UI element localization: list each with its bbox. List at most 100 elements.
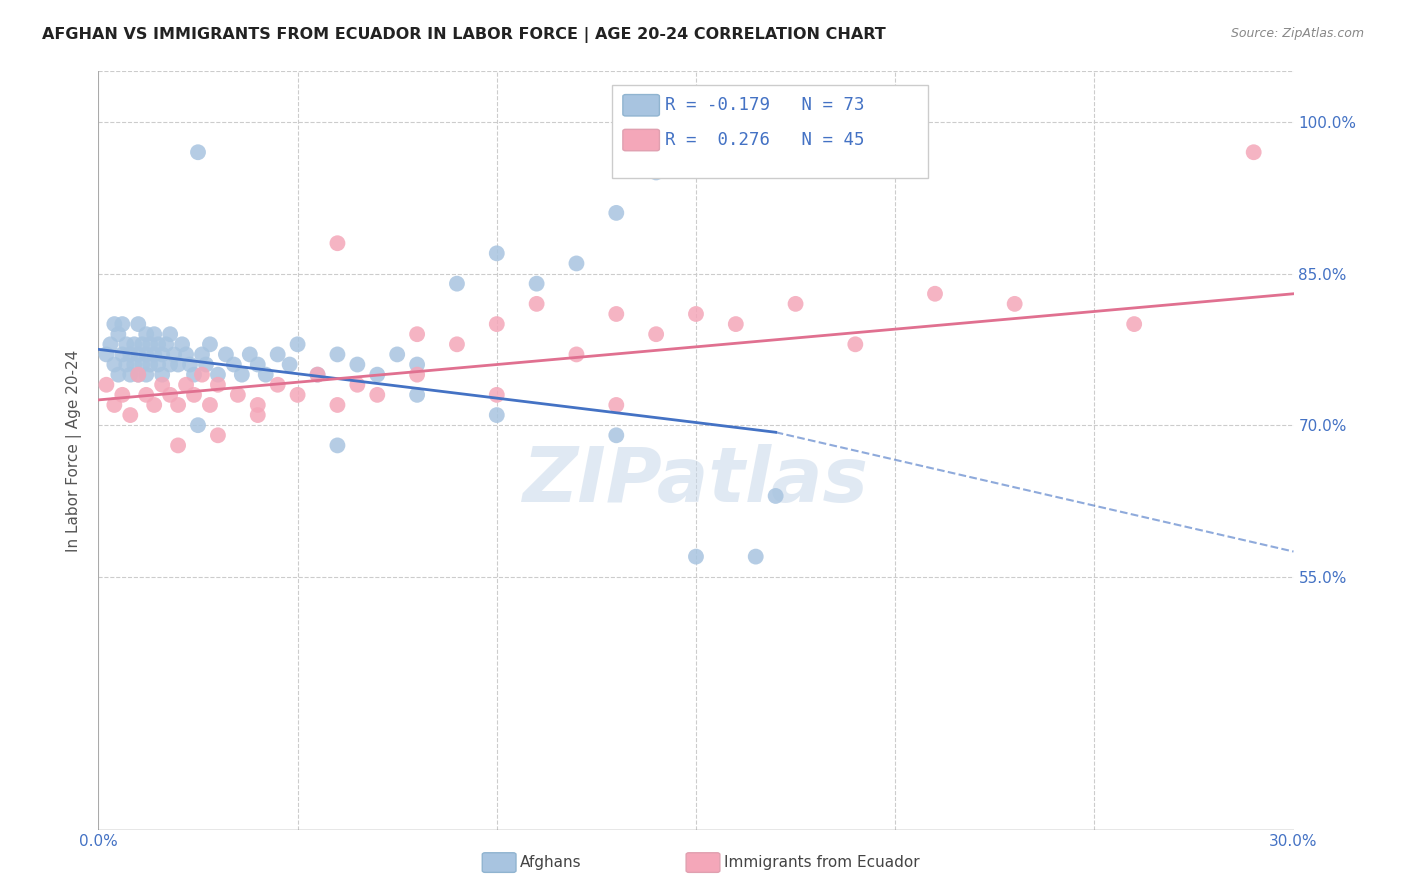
Point [120,347,142,361]
Point [605,428,627,442]
Point [1004,297,1026,311]
Point [685,307,707,321]
Point [346,377,368,392]
Text: Source: ZipAtlas.com: Source: ZipAtlas.com [1230,27,1364,40]
Point [254,368,277,382]
Point [326,438,349,452]
Point [150,377,173,392]
Point [1123,317,1146,331]
Point [159,388,181,402]
Point [844,337,866,351]
Point [207,368,229,382]
Point [143,398,166,412]
Y-axis label: In Labor Force | Age 20-24: In Labor Force | Age 20-24 [66,350,83,551]
Point [565,256,588,270]
Point [366,368,388,382]
Point [103,317,125,331]
Point [605,398,627,412]
Point [1243,145,1265,160]
Point [198,398,221,412]
Point [207,428,229,442]
Point [485,246,508,260]
Point [485,408,508,422]
Point [485,388,508,402]
Point [120,368,142,382]
Point [287,388,309,402]
Point [103,398,125,412]
Point [226,388,249,402]
Point [406,327,429,342]
Point [346,358,368,372]
Text: R =  0.276   N = 45: R = 0.276 N = 45 [665,131,865,149]
Point [406,358,429,372]
Point [111,347,134,361]
Point [155,337,177,351]
Point [111,388,134,402]
Point [111,317,134,331]
Point [385,347,409,361]
Point [267,347,290,361]
Point [135,388,157,402]
Point [191,347,214,361]
Point [307,368,329,382]
Point [239,347,262,361]
Point [159,358,181,372]
Point [187,145,209,160]
Point [120,408,142,422]
Point [103,358,125,372]
Point [183,368,205,382]
Point [198,337,221,351]
Text: Immigrants from Ecuador: Immigrants from Ecuador [724,855,920,870]
Point [924,286,946,301]
Point [326,236,349,251]
Point [183,388,205,402]
Point [195,358,218,372]
Point [150,347,173,361]
Point [685,549,707,564]
Point [278,358,301,372]
Point [246,408,269,422]
Point [174,347,197,361]
Point [366,388,388,402]
Point [131,358,153,372]
Text: Afghans: Afghans [520,855,582,870]
Point [167,398,190,412]
Point [96,377,118,392]
Point [605,206,627,220]
Text: R = -0.179   N = 73: R = -0.179 N = 73 [665,96,865,114]
Point [124,358,146,372]
Point [765,489,787,503]
Point [326,347,349,361]
Point [745,549,768,564]
Point [98,337,122,351]
Point [215,347,238,361]
Point [231,368,253,382]
Point [163,347,186,361]
Point [127,368,149,382]
Point [645,165,668,179]
Point [107,327,129,342]
Point [605,307,627,321]
Point [139,358,162,372]
Point [148,358,170,372]
Point [207,377,229,392]
Point [645,327,668,342]
Point [187,418,209,433]
Point [565,347,588,361]
Point [222,358,245,372]
Point [135,327,157,342]
Point [135,347,157,361]
Point [785,297,807,311]
Point [446,277,468,291]
Text: AFGHAN VS IMMIGRANTS FROM ECUADOR IN LABOR FORCE | AGE 20-24 CORRELATION CHART: AFGHAN VS IMMIGRANTS FROM ECUADOR IN LAB… [42,27,886,43]
Point [326,398,349,412]
Point [172,337,194,351]
Point [167,358,190,372]
Point [150,368,173,382]
Point [287,337,309,351]
Point [143,347,166,361]
Point [124,337,146,351]
Point [127,347,149,361]
Point [267,377,290,392]
Point [131,337,153,351]
